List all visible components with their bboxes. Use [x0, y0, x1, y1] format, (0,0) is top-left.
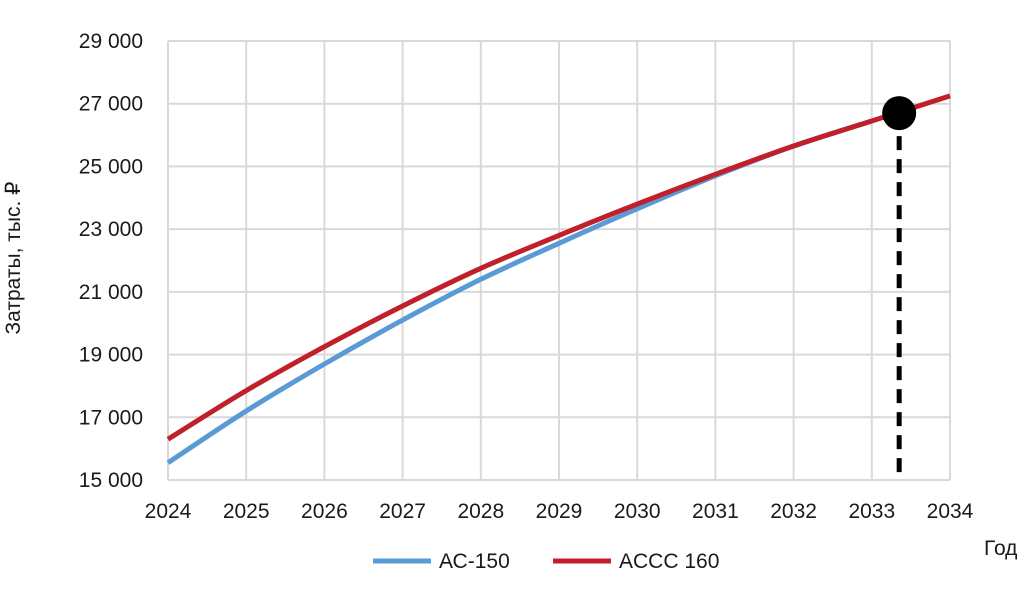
series-group [166, 93, 951, 465]
y-tick-label: 21 000 [79, 281, 143, 304]
series-line-2 [166, 93, 951, 442]
annotation-group [882, 96, 917, 480]
x-tick-label: 2024 [145, 500, 192, 523]
y-tick-label: 17 000 [79, 406, 143, 429]
x-tick-label: 2027 [379, 500, 426, 523]
x-tick-label: 2034 [927, 500, 974, 523]
y-tick-label: 29 000 [79, 30, 143, 53]
y-tick-label: 23 000 [79, 218, 143, 241]
legend-label-1: АС-150 [439, 550, 510, 573]
x-tick-label: 2031 [692, 500, 739, 523]
x-tick-label: 2033 [848, 500, 895, 523]
x-tick-label: 2029 [536, 500, 583, 523]
intersection-marker [882, 96, 917, 131]
x-tick-label: 2028 [457, 500, 504, 523]
y-axis-label: Затраты, тыс. ₽ [2, 181, 25, 334]
y-tick-label: 15 000 [79, 469, 143, 492]
x-tick-label: 2030 [614, 500, 661, 523]
grid [167, 40, 951, 481]
y-tick-label: 27 000 [79, 93, 143, 116]
x-tick-label: 2025 [223, 500, 270, 523]
x-tick-label: 2026 [301, 500, 348, 523]
legend: АС-150 ACCC 160 [373, 550, 719, 573]
y-tick-label: 19 000 [79, 344, 143, 367]
x-axis-label: Год [984, 537, 1017, 560]
y-axis-ticks: 15 000 17 000 19 000 21 000 23 000 25 000 27 0… [79, 30, 143, 492]
x-axis-ticks: 2024 2025 2026 2027 2028 2029 2030 2031 2032 2033… [145, 500, 974, 523]
legend-label-2: ACCC 160 [619, 550, 719, 573]
y-tick-label: 25 000 [79, 155, 143, 178]
x-tick-label: 2032 [770, 500, 817, 523]
